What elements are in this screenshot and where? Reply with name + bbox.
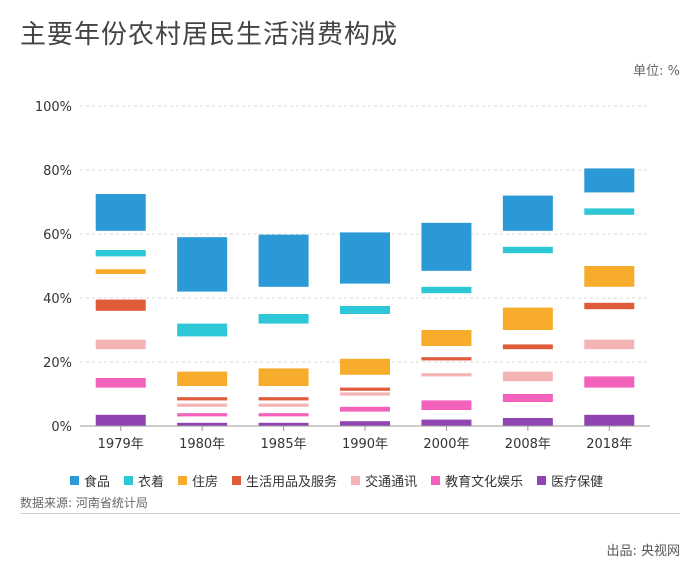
bar-segment [502, 371, 553, 382]
legend-swatch [178, 476, 188, 485]
x-tick-label: 2018年 [586, 437, 632, 452]
legend-item: 教育文化娱乐 [431, 471, 523, 490]
legend-label: 教育文化娱乐 [445, 475, 524, 490]
bar-segment [258, 403, 309, 407]
legend-label: 医疗保健 [551, 475, 604, 490]
bar-segment [421, 222, 472, 271]
legend-swatch [70, 476, 79, 485]
x-tick-label: 2008年 [505, 437, 551, 452]
legend-label: 生活用品及服务 [246, 475, 338, 490]
bar-segment [177, 403, 228, 407]
bar-segment [177, 371, 228, 386]
bar-segment [95, 414, 146, 426]
x-tick-label: 1990年 [342, 437, 388, 452]
bar-segment [340, 358, 390, 375]
bar-segment [177, 397, 228, 401]
unit-label: 单位: % [633, 64, 680, 79]
bar-segment [421, 419, 472, 426]
bar-segment [95, 194, 146, 231]
bar-segment [258, 368, 309, 386]
bar-segment [584, 414, 635, 426]
bar-segment [340, 387, 390, 391]
y-tick-label: 60% [43, 228, 72, 243]
chart-area: 0% 20% 40% 60% 80% 100% 1979年 1980年 1985年 1990年 20… [35, 100, 650, 452]
bar-segment [340, 406, 390, 412]
y-tick-label: 80% [43, 164, 72, 179]
bar-segment [584, 266, 635, 287]
legend-item: 衣着 [124, 471, 164, 490]
y-tick-label: 40% [43, 292, 72, 307]
legend-item: 食品 [70, 471, 110, 490]
bar-segment [258, 422, 309, 426]
bar-segment [502, 195, 553, 231]
legend-item: 生活用品及服务 [232, 471, 337, 490]
bar-segment [177, 237, 228, 292]
footer-divider [20, 513, 680, 514]
legend-swatch [124, 476, 134, 485]
legend-label: 食品 [84, 475, 111, 490]
bar-segment [584, 208, 635, 215]
x-tick-label: 2000年 [423, 437, 469, 452]
legend-swatch [537, 476, 547, 485]
legend-label: 住房 [192, 475, 219, 490]
x-tick-label: 1985年 [261, 437, 307, 452]
legend-swatch [232, 476, 242, 485]
bar-segment [421, 400, 472, 410]
bar-segment [584, 376, 635, 388]
bar-segment [340, 392, 390, 396]
bar-segment [502, 418, 553, 426]
bar-segment [177, 413, 228, 417]
bar-segment [421, 286, 472, 294]
legend-item: 医疗保健 [537, 471, 603, 490]
bar-segment [502, 307, 553, 330]
bar-segment [421, 373, 472, 377]
bar-segment [95, 250, 146, 257]
legend: 食品 衣着 住房 生活用品及服务 交通通讯 教育文化娱乐 医疗保健 [70, 471, 603, 490]
bar-segment [177, 323, 228, 337]
publisher-credit: 出品: 央视网 [606, 544, 680, 559]
legend-label: 衣着 [138, 475, 165, 490]
y-tick-label: 100% [35, 100, 72, 115]
bar-segment [258, 314, 309, 324]
bar-segment [258, 234, 309, 287]
legend-swatch [351, 476, 361, 485]
bar-segment [95, 339, 146, 350]
y-tick-label: 0% [51, 420, 72, 435]
x-tick-label: 1980年 [179, 437, 225, 452]
bar-segment [95, 269, 146, 274]
bar-segment [502, 246, 553, 254]
data-source: 数据来源: 河南省统计局 [20, 496, 148, 510]
bar-segment [340, 232, 390, 284]
bar-segment [258, 397, 309, 401]
chart-title: 主要年份农村居民生活消费构成 [20, 20, 399, 50]
x-tick-label: 1979年 [98, 437, 144, 452]
legend-label: 交通通讯 [365, 475, 418, 490]
legend-item: 交通通讯 [351, 471, 417, 490]
bar-segment [258, 413, 309, 417]
y-tick-label: 20% [43, 356, 72, 371]
bar-segment [584, 168, 635, 193]
bar-segment [421, 330, 472, 346]
bar-segment [502, 344, 553, 350]
bar-segment [177, 422, 228, 426]
bar-segment [584, 302, 635, 310]
bar-segment [340, 306, 390, 314]
bar-segment [584, 339, 635, 350]
bar-segment [95, 299, 146, 311]
bar-segment [421, 357, 472, 361]
legend-item: 住房 [178, 471, 218, 490]
bar-segment [95, 378, 146, 388]
bar-segment [502, 394, 553, 402]
bar-segment [340, 421, 390, 426]
legend-swatch [431, 476, 441, 485]
